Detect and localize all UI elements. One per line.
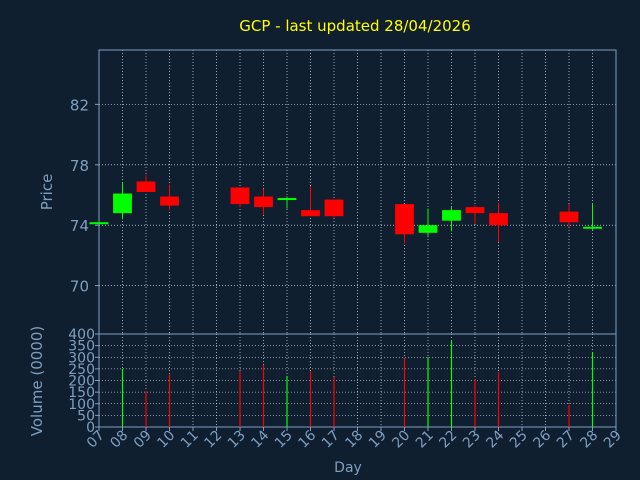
- candle-body-13: [230, 187, 250, 205]
- candle-body-20: [395, 204, 414, 235]
- candle-body-22: [442, 210, 461, 221]
- candle-body-23: [465, 207, 485, 214]
- volume-grid: [99, 334, 616, 427]
- candle-body-28: [583, 226, 602, 229]
- price-tick-label: 78: [70, 157, 89, 175]
- price-tick-label: 82: [70, 96, 89, 114]
- volume-tick-label: 300: [68, 350, 95, 366]
- volume-bars: [121, 340, 594, 427]
- candles: [89, 175, 602, 244]
- x-axis-label: Day: [334, 460, 362, 476]
- candle-body-07: [89, 222, 109, 225]
- volume-tick-label: 350: [68, 339, 95, 355]
- chart-title: GCP - last updated 28/04/2026: [239, 17, 471, 35]
- volume-tick-label: 0: [86, 420, 95, 436]
- candle-body-24: [489, 213, 508, 226]
- volume-tick-label: 250: [68, 362, 95, 378]
- candle-body-21: [418, 225, 438, 233]
- price-tick-label: 70: [70, 278, 89, 296]
- candle-body-17: [324, 199, 344, 217]
- x-axis-ticks: 07 08 09 10 11 12 13 14 15 16 17 18 19 20 21 22 23 24 25 26…: [84, 427, 625, 451]
- volume-tick-label: 100: [68, 397, 95, 413]
- volume-tick-label: 400: [68, 327, 95, 343]
- volume-axis-label: Volume (0000): [28, 326, 46, 436]
- price-axis-label: Price: [38, 174, 56, 211]
- candle-body-10: [160, 196, 179, 206]
- candle-body-16: [301, 210, 320, 217]
- candle-body-09: [136, 181, 156, 192]
- candle-body-15: [277, 198, 297, 201]
- volume-tick-label: 200: [68, 374, 95, 390]
- candle-body-08: [113, 193, 132, 214]
- price-tick-label: 74: [70, 217, 89, 235]
- volume-tick-label: 50: [77, 408, 95, 424]
- candle-body-27: [559, 211, 579, 223]
- volume-tick-label: 150: [68, 385, 95, 401]
- price-axis-ticks: 70 74 78 82: [70, 96, 99, 296]
- candle-body-14: [254, 196, 273, 208]
